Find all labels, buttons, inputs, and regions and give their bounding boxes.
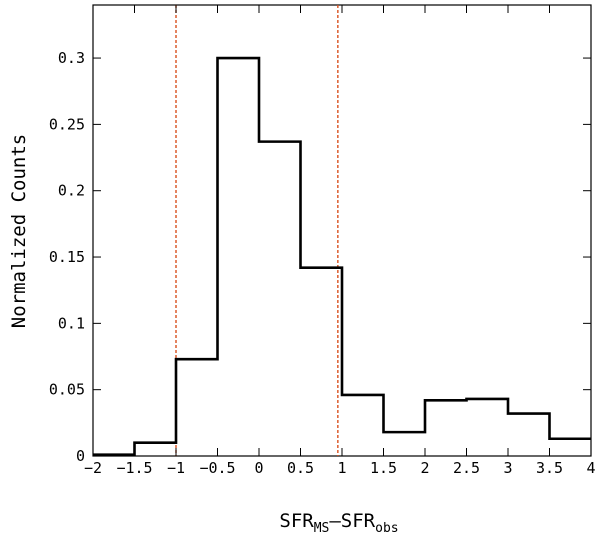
x-tick-label: 2.5 [453,459,480,477]
y-tick-label: 0.25 [49,115,85,133]
histogram-bin [508,414,550,456]
x-tick-label: 1 [337,459,346,477]
histogram-bin [342,395,384,456]
y-tick-label: 0.05 [49,381,85,399]
histogram-bin [425,400,467,456]
histogram-bin [384,432,426,456]
y-axis-ticks: 0 0.05 0.1 0.15 0.2 0.25 0.3 [49,49,591,465]
y-tick-label: 0.1 [58,314,85,332]
x-axis-label: SFRMS–SFRobs [279,510,398,536]
x-axis-label-part2: –SFR [329,510,375,532]
x-tick-label: 4 [586,459,595,477]
histogram-bin [301,268,343,456]
x-tick-label: 3.5 [536,459,563,477]
histogram-bin [176,359,218,456]
histogram-bin [467,399,509,456]
y-tick-label: 0.2 [58,182,85,200]
x-tick-label: −1.5 [116,459,152,477]
y-tick-label: 0.15 [49,248,85,266]
x-axis-ticks: −2 −1.5 −1 −0.5 0 0.5 1 1.5 2 2.5 3 3.5 4 [84,5,596,477]
x-tick-label: 0.5 [287,459,314,477]
histogram-bin [218,58,260,456]
x-tick-label: 3 [503,459,512,477]
x-axis-label-sub1: MS [314,521,330,536]
histogram-bin [259,142,301,456]
y-tick-label: 0.3 [58,49,85,67]
y-tick-label: 0 [76,447,85,465]
x-tick-label: −1 [167,459,185,477]
x-tick-label: −0.5 [199,459,235,477]
histogram-bins [93,58,591,456]
histogram-bin [550,439,592,456]
x-tick-label: 2 [420,459,429,477]
x-tick-label: 1.5 [370,459,397,477]
x-tick-label: 0 [254,459,263,477]
histogram-step-line [93,56,591,456]
x-axis-label-part1: SFR [279,510,314,532]
histogram-bin [135,443,177,456]
x-tick-label: −2 [84,459,102,477]
x-axis-label-sub2: obs [375,521,398,536]
y-axis-label: Normalized Counts [8,134,30,328]
